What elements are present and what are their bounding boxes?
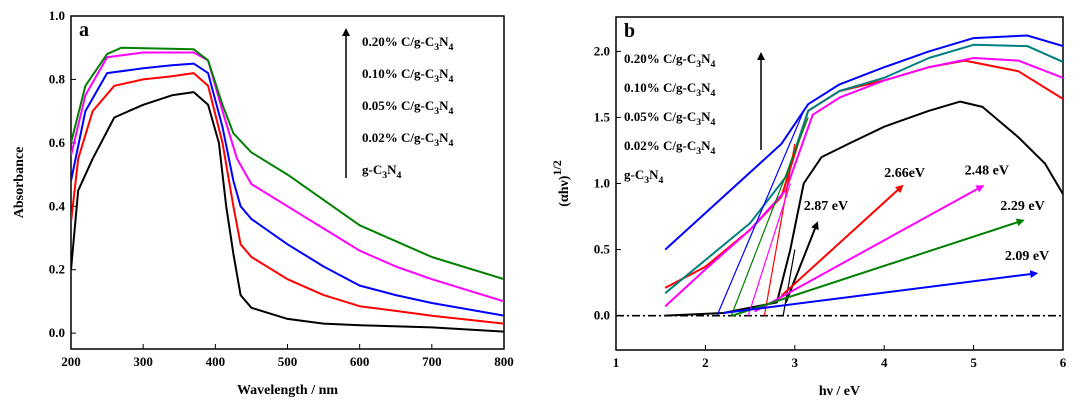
panel-b: 1 2 3 4 5 6 0.0 0.5 1.0 1.5 2.0 hν / eV (αhν)1/2 b 2.8…	[550, 16, 1067, 399]
x-tick-label: 2	[702, 355, 709, 370]
y-tick-label: 0.2	[49, 262, 65, 277]
bandgap-arrow	[780, 184, 904, 297]
series-line	[71, 51, 504, 303]
y-tick-label: 1.0	[594, 176, 610, 191]
x-tick-label: 200	[61, 354, 81, 369]
legend-entry: 0.05% C/g-C3N4	[624, 109, 715, 128]
series-line	[71, 62, 504, 317]
tangent-line	[747, 183, 791, 316]
legend-entry: g-C3N4	[362, 162, 401, 181]
x-tick-label: 5	[970, 355, 977, 370]
series-line	[71, 46, 504, 281]
y-tick-label: 0.0	[594, 308, 610, 323]
bandgap-label: 2.87 eV	[804, 199, 848, 214]
x-axis-label: hν / eV	[819, 384, 860, 399]
x-axis-label: Wavelength / nm	[237, 383, 338, 398]
tangent-line	[730, 117, 809, 316]
legend-entry: 0.02% C/g-C3N4	[624, 138, 715, 157]
y-axis-label: Absorbance	[12, 147, 27, 219]
bandgap-arrow	[723, 270, 1039, 314]
series-line	[665, 100, 1063, 317]
x-tick-label: 3	[792, 355, 799, 370]
legend-entry: 0.05% C/g-C3N4	[362, 98, 453, 117]
legend-entry: g-C3N4	[624, 167, 663, 186]
legend: 0.20% C/g-C3N4 0.10% C/g-C3N4 0.05% C/g-C3…	[342, 28, 453, 181]
x-tick-label: 400	[206, 354, 226, 369]
x-tick-label: 800	[494, 354, 514, 369]
x-tick-label: 300	[133, 354, 153, 369]
legend-entry: 0.10% C/g-C3N4	[624, 80, 715, 99]
y-tick-label: 2.0	[594, 43, 610, 58]
bandgap-label: 2.29 eV	[1000, 199, 1044, 214]
x-tick-label: 4	[881, 355, 888, 370]
series-line	[664, 34, 1063, 251]
bandgap-label: 2.48 eV	[965, 163, 1009, 178]
series-line	[71, 72, 504, 325]
series-line	[71, 91, 504, 333]
tangent-line	[716, 110, 805, 316]
plot-area	[616, 34, 1063, 317]
bandgap-label: 2.09 eV	[1005, 249, 1049, 264]
y-tick-label: 0.5	[594, 242, 611, 257]
legend: 0.20% C/g-C3N4 0.10% C/g-C3N4 0.05% C/g-C3…	[624, 51, 765, 186]
bandgap-label: 2.66eV	[884, 166, 925, 181]
y-tick-label: 0.6	[49, 135, 66, 150]
legend-entry: 0.02% C/g-C3N4	[362, 130, 453, 149]
panel-a: 200 300 400 500 600 700 800 0.0 0.2 0.4 0.6 0.8 1.0 W…	[12, 8, 514, 398]
series-line	[664, 57, 1063, 308]
legend-entry: 0.20% C/g-C3N4	[362, 34, 453, 53]
x-tick-label: 700	[422, 354, 442, 369]
x-tick-label: 600	[350, 354, 370, 369]
y-axis-label: (αhν)1/2	[550, 160, 572, 207]
y-tick-label: 0.4	[49, 198, 66, 213]
x-tick-label: 6	[1060, 355, 1067, 370]
y-tick-label: 0.0	[49, 325, 65, 340]
series-line	[664, 43, 1063, 294]
x-tick-label: 1	[613, 355, 620, 370]
bandgap-arrow	[731, 218, 1025, 317]
y-tick-label: 1.0	[49, 8, 65, 23]
tangent-line	[763, 143, 796, 316]
panel-label: b	[624, 20, 635, 42]
panel-label: a	[79, 19, 89, 41]
y-tick-label: 0.8	[49, 71, 66, 86]
y-tick-label: 1.5	[594, 109, 611, 124]
plot-area	[71, 46, 504, 333]
x-tick-label: 500	[278, 354, 298, 369]
legend-entry: 0.20% C/g-C3N4	[624, 51, 715, 70]
bandgap-arrow	[784, 221, 819, 303]
legend-entry: 0.10% C/g-C3N4	[362, 66, 453, 85]
bandgap-arrow	[754, 185, 985, 313]
